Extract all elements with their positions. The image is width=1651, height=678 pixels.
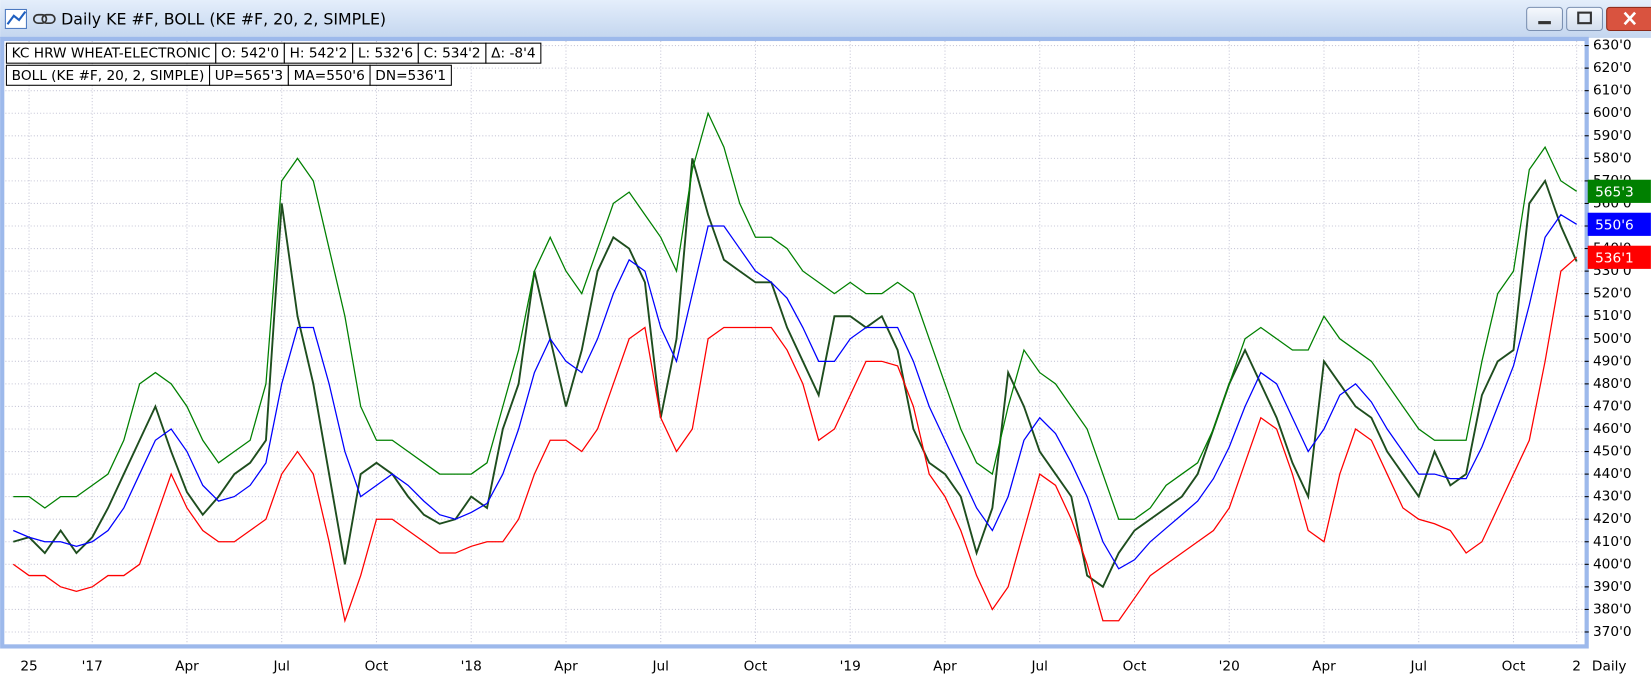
x-tick-label: 2 (1572, 658, 1581, 674)
last-value-flag (1587, 245, 1651, 269)
period-label: Daily (1592, 658, 1627, 674)
y-tick-label: 400'0 (1593, 556, 1632, 572)
info-text: C: 534'2 (424, 46, 481, 62)
series-line (13, 213, 1577, 570)
y-tick-label: 630'0 (1593, 38, 1632, 54)
window-title: Daily KE #F, BOLL (KE #F, 20, 2, SIMPLE) (61, 10, 386, 29)
x-tick-label: Oct (744, 658, 768, 674)
x-tick-label: Jul (272, 658, 289, 674)
x-tick-label: '17 (82, 658, 103, 674)
info-text: UP=565'3 (215, 68, 283, 84)
y-tick-label: 440'0 (1593, 466, 1632, 482)
info-text: MA=550'6 (294, 68, 365, 84)
y-tick-label: 450'0 (1593, 444, 1632, 460)
info-text: O: 542'0 (221, 46, 279, 62)
x-tick-label: Apr (1312, 658, 1336, 674)
y-tick-label: 500'0 (1593, 331, 1632, 347)
series-line (13, 158, 1578, 589)
last-value-label: 550'6 (1595, 217, 1634, 233)
x-tick-label: Apr (554, 658, 578, 674)
info-text: Δ: -8'4 (491, 46, 535, 62)
app-icon (4, 8, 27, 29)
y-tick-label: 470'0 (1593, 398, 1632, 414)
series-line (13, 111, 1578, 520)
x-tick-label: '20 (1219, 658, 1240, 674)
last-value-label: 565'3 (1595, 184, 1634, 200)
y-tick-label: 590'0 (1593, 128, 1632, 144)
y-tick-label: 600'0 (1593, 105, 1632, 121)
y-tick-label: 620'0 (1593, 60, 1632, 76)
info-cell (369, 64, 452, 86)
plot-layer (12, 111, 1578, 624)
link-icon (32, 13, 56, 25)
x-tick-label: Apr (933, 658, 957, 674)
title-bar (0, 0, 1651, 38)
info-text: DN=536'1 (375, 68, 446, 84)
last-value-flag (1587, 179, 1651, 203)
y-tick-label: 370'0 (1593, 624, 1632, 640)
last-value-label: 536'1 (1595, 250, 1634, 266)
info-text: H: 542'2 (290, 46, 348, 62)
restore-button[interactable] (1566, 6, 1603, 32)
axis-layer: 370'0 380'0 390'0 400'0 410'0 420'0 430'0 440'0… (20, 38, 1651, 674)
x-tick-label: Oct (1502, 658, 1526, 674)
last-value-flag (1587, 212, 1651, 236)
x-tick-label: Jul (1410, 658, 1428, 674)
y-tick-label: 490'0 (1593, 353, 1632, 369)
x-tick-label: Jul (1030, 658, 1048, 674)
x-tick-label: Jul (651, 658, 669, 674)
x-tick-label: Oct (1123, 658, 1147, 674)
close-button[interactable] (1606, 6, 1651, 32)
y-tick-label: 520'0 (1593, 286, 1632, 302)
x-tick-label: 25 (20, 658, 37, 674)
y-tick-label: 510'0 (1593, 308, 1632, 324)
y-tick-label: 610'0 (1593, 83, 1632, 99)
y-tick-label: 420'0 (1593, 511, 1632, 527)
x-tick-label: '19 (840, 658, 861, 674)
y-tick-label: 480'0 (1593, 376, 1632, 392)
series-line (12, 256, 1578, 624)
y-tick-label: 390'0 (1593, 579, 1632, 595)
x-tick-label: Oct (365, 658, 389, 674)
minimize-button[interactable] (1526, 6, 1563, 32)
info-text: BOLL (KE #F, 20, 2, SIMPLE) (12, 68, 205, 84)
x-tick-label: '18 (461, 658, 482, 674)
x-tick-label: Apr (175, 658, 199, 674)
y-tick-label: 430'0 (1593, 489, 1632, 505)
info-text: KC HRW WHEAT-ELECTRONIC (12, 46, 211, 62)
info-layer: KC HRW WHEAT-ELECTRONIC O: 542'0 H: 542'2 L… (5, 42, 542, 86)
y-tick-label: 410'0 (1593, 534, 1632, 550)
y-tick-label: 380'0 (1593, 601, 1632, 617)
y-tick-label: 580'0 (1593, 150, 1632, 166)
y-tick-label: 460'0 (1593, 421, 1632, 437)
info-text: L: 532'6 (358, 46, 413, 62)
info-cell (485, 42, 542, 64)
